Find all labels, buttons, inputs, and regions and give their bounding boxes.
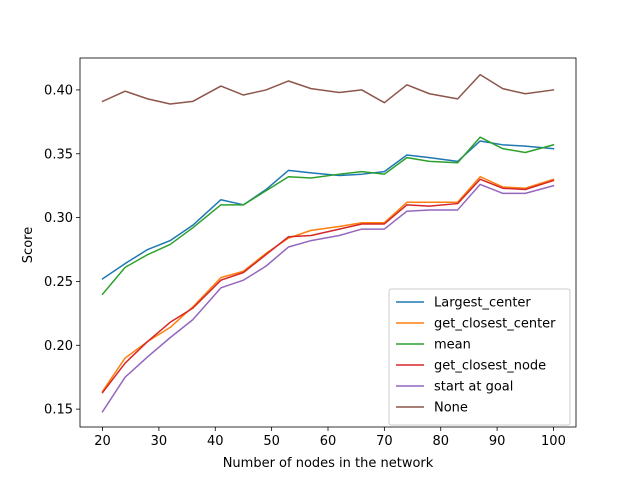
x-tick-label: 70 bbox=[376, 434, 393, 449]
x-tick-label: 40 bbox=[207, 434, 224, 449]
series-line-largest-center bbox=[101, 140, 555, 280]
legend-label-largest-center: Largest_center bbox=[434, 296, 531, 311]
series-line-mean bbox=[101, 136, 555, 296]
series-line-start-at-goal bbox=[101, 183, 555, 413]
series-line-get-closest-center bbox=[101, 175, 555, 393]
legend-box bbox=[388, 288, 571, 426]
y-tick-label: 0.15 bbox=[44, 403, 73, 418]
y-axis-label: Score bbox=[21, 227, 36, 263]
series-line-get-closest-node bbox=[101, 178, 555, 394]
y-tick-label: 0.20 bbox=[44, 339, 73, 354]
series-line-none bbox=[101, 73, 555, 105]
x-tick-label: 30 bbox=[151, 434, 168, 449]
y-tick-label: 0.35 bbox=[44, 147, 73, 162]
y-tick-label: 0.30 bbox=[44, 211, 73, 226]
x-tick-label: 50 bbox=[263, 434, 280, 449]
plot-area: 20 30 40 50 60 70 80 90 100 0.15 0.20 0.25 0.30 0.35 0… bbox=[44, 57, 577, 449]
legend-label-get-closest-center: get_closest_center bbox=[434, 317, 556, 332]
x-axis-label: Number of nodes in the network bbox=[223, 456, 434, 471]
y-tick-label: 0.40 bbox=[44, 83, 73, 98]
legend-label-none: None bbox=[434, 401, 468, 416]
legend-label-get-closest-node: get_closest_node bbox=[434, 359, 546, 374]
x-tick-label: 90 bbox=[489, 434, 506, 449]
legend-label-mean: mean bbox=[434, 338, 471, 353]
x-tick-label: 100 bbox=[541, 434, 566, 449]
y-tick-label: 0.25 bbox=[44, 275, 73, 290]
x-tick-label: 20 bbox=[94, 434, 111, 449]
x-tick-label: 80 bbox=[432, 434, 449, 449]
x-tick-label: 60 bbox=[320, 434, 337, 449]
legend-label-start-at-goal: start at goal bbox=[434, 380, 513, 395]
